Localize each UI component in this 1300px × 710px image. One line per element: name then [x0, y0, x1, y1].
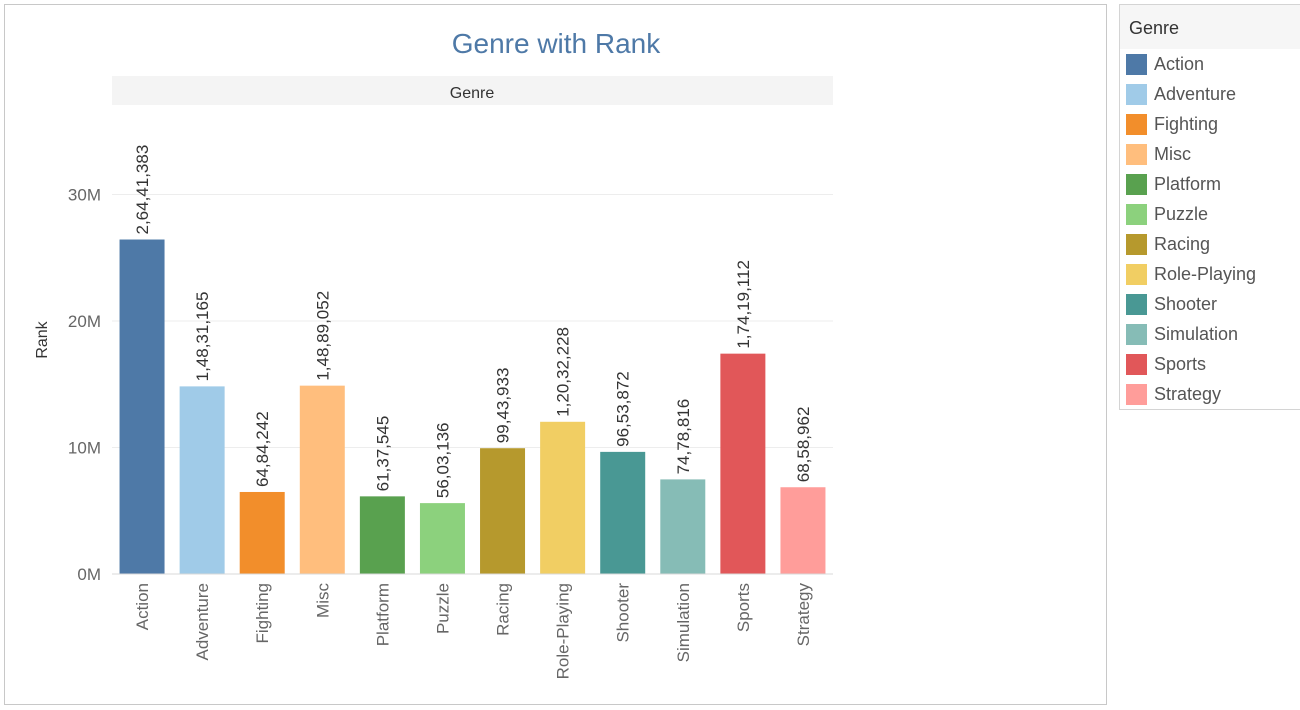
- legend-label: Shooter: [1154, 293, 1218, 314]
- value-label: 68,58,962: [794, 407, 813, 483]
- bar-fighting[interactable]: [239, 491, 285, 574]
- x-tick-label: Action: [133, 583, 152, 630]
- legend-label: Role-Playing: [1154, 263, 1257, 284]
- value-label: 1,48,31,165: [193, 292, 212, 382]
- x-tick-label: Role-Playing: [554, 583, 573, 679]
- legend-swatch: [1126, 53, 1147, 75]
- y-axis-ticks: 0M 10M 20M 30M: [68, 186, 101, 585]
- value-label: 61,37,545: [373, 416, 392, 492]
- value-label: 2,64,41,383: [133, 145, 152, 235]
- value-label: 56,03,136: [433, 422, 452, 498]
- bar-strategy[interactable]: [780, 487, 826, 574]
- gridlines: [112, 194, 833, 448]
- value-label: 1,20,32,228: [554, 327, 573, 417]
- bars: [119, 239, 826, 574]
- value-label: 96,53,872: [614, 371, 633, 447]
- header-band: [112, 76, 833, 105]
- value-label: 64,84,242: [253, 411, 272, 487]
- x-tick-label: Fighting: [253, 583, 272, 643]
- bar-sports[interactable]: [720, 353, 766, 574]
- y-tick-label: 20M: [68, 312, 101, 331]
- legend-label: Fighting: [1154, 113, 1219, 134]
- legend-item-adventure[interactable]: Adventure: [1120, 79, 1300, 109]
- legend-item-platform[interactable]: Platform: [1120, 169, 1300, 199]
- bar-role-playing[interactable]: [540, 421, 586, 574]
- legend-label: Action: [1154, 53, 1205, 74]
- legend-item-action[interactable]: Action: [1120, 49, 1300, 79]
- legend-swatch: [1126, 353, 1147, 375]
- legend-label: Sports: [1154, 353, 1207, 374]
- y-tick-label: 10M: [68, 439, 101, 458]
- value-labels: 2,64,41,383 1,48,31,165 64,84,242 1,48,89,0…: [133, 145, 813, 498]
- x-tick-label: Racing: [494, 583, 513, 636]
- legend-item-simulation[interactable]: Simulation: [1120, 319, 1300, 349]
- x-tick-label: Puzzle: [433, 583, 452, 634]
- legend-item-sports[interactable]: Sports: [1120, 349, 1300, 379]
- legend-swatch: [1126, 383, 1147, 405]
- legend-label: Platform: [1154, 173, 1222, 194]
- legend-swatch: [1126, 83, 1147, 105]
- bar-misc[interactable]: [299, 385, 345, 574]
- x-tick-label: Sports: [734, 583, 753, 632]
- legend-items: Action Adventure Fighting Misc Platform Puzzl…: [1120, 49, 1300, 409]
- bar-platform[interactable]: [359, 496, 405, 574]
- bar-racing[interactable]: [480, 448, 526, 574]
- legend-swatch: [1126, 173, 1147, 195]
- x-tick-label: Strategy: [794, 583, 813, 647]
- header-label: Genre: [450, 85, 495, 102]
- legend-swatch: [1126, 263, 1147, 285]
- value-label: 99,43,933: [494, 368, 513, 444]
- legend-swatch: [1126, 233, 1147, 255]
- legend-swatch: [1126, 323, 1147, 345]
- bar-chart: Genre with Rank Genre Rank 0M 10M 20M 30M 2…: [34, 28, 833, 680]
- legend-swatch: [1126, 293, 1147, 315]
- legend-item-strategy[interactable]: Strategy: [1120, 379, 1300, 409]
- legend-title: Genre: [1120, 5, 1300, 49]
- legend-swatch: [1126, 203, 1147, 225]
- legend-label: Misc: [1154, 143, 1191, 164]
- y-tick-label: 0M: [77, 565, 101, 584]
- x-tick-label: Platform: [373, 583, 392, 646]
- legend: Genre Action Adventure Fighting Misc Platfor…: [1119, 4, 1300, 410]
- value-label: 74,78,816: [674, 399, 693, 475]
- legend-item-misc[interactable]: Misc: [1120, 139, 1300, 169]
- x-axis-ticks: Action Adventure Fighting Misc Platform Puzzl…: [133, 583, 813, 680]
- legend-swatch: [1126, 113, 1147, 135]
- y-tick-label: 30M: [68, 186, 101, 205]
- bar-simulation[interactable]: [660, 479, 706, 574]
- x-tick-label: Shooter: [614, 583, 633, 643]
- bar-puzzle[interactable]: [419, 503, 465, 574]
- x-tick-label: Adventure: [193, 583, 212, 661]
- legend-item-fighting[interactable]: Fighting: [1120, 109, 1300, 139]
- legend-item-racing[interactable]: Racing: [1120, 229, 1300, 259]
- legend-item-puzzle[interactable]: Puzzle: [1120, 199, 1300, 229]
- bar-adventure[interactable]: [179, 386, 225, 574]
- x-tick-label: Misc: [313, 583, 332, 618]
- bar-action[interactable]: [119, 239, 165, 574]
- chart-frame: [4, 4, 1107, 705]
- value-label: 1,74,19,112: [734, 260, 753, 349]
- x-tick-label: Simulation: [674, 583, 693, 662]
- legend-label: Simulation: [1154, 323, 1239, 344]
- legend-item-role-playing[interactable]: Role-Playing: [1120, 259, 1300, 289]
- legend-swatch: [1126, 143, 1147, 165]
- bar-shooter[interactable]: [600, 451, 646, 574]
- y-axis-title: Rank: [34, 320, 51, 358]
- legend-label: Adventure: [1154, 83, 1237, 104]
- value-label: 1,48,89,052: [313, 291, 332, 381]
- legend-label: Racing: [1154, 233, 1211, 254]
- legend-label: Strategy: [1154, 383, 1222, 404]
- legend-label: Puzzle: [1154, 203, 1209, 224]
- chart-title: Genre with Rank: [452, 28, 662, 59]
- legend-item-shooter[interactable]: Shooter: [1120, 289, 1300, 319]
